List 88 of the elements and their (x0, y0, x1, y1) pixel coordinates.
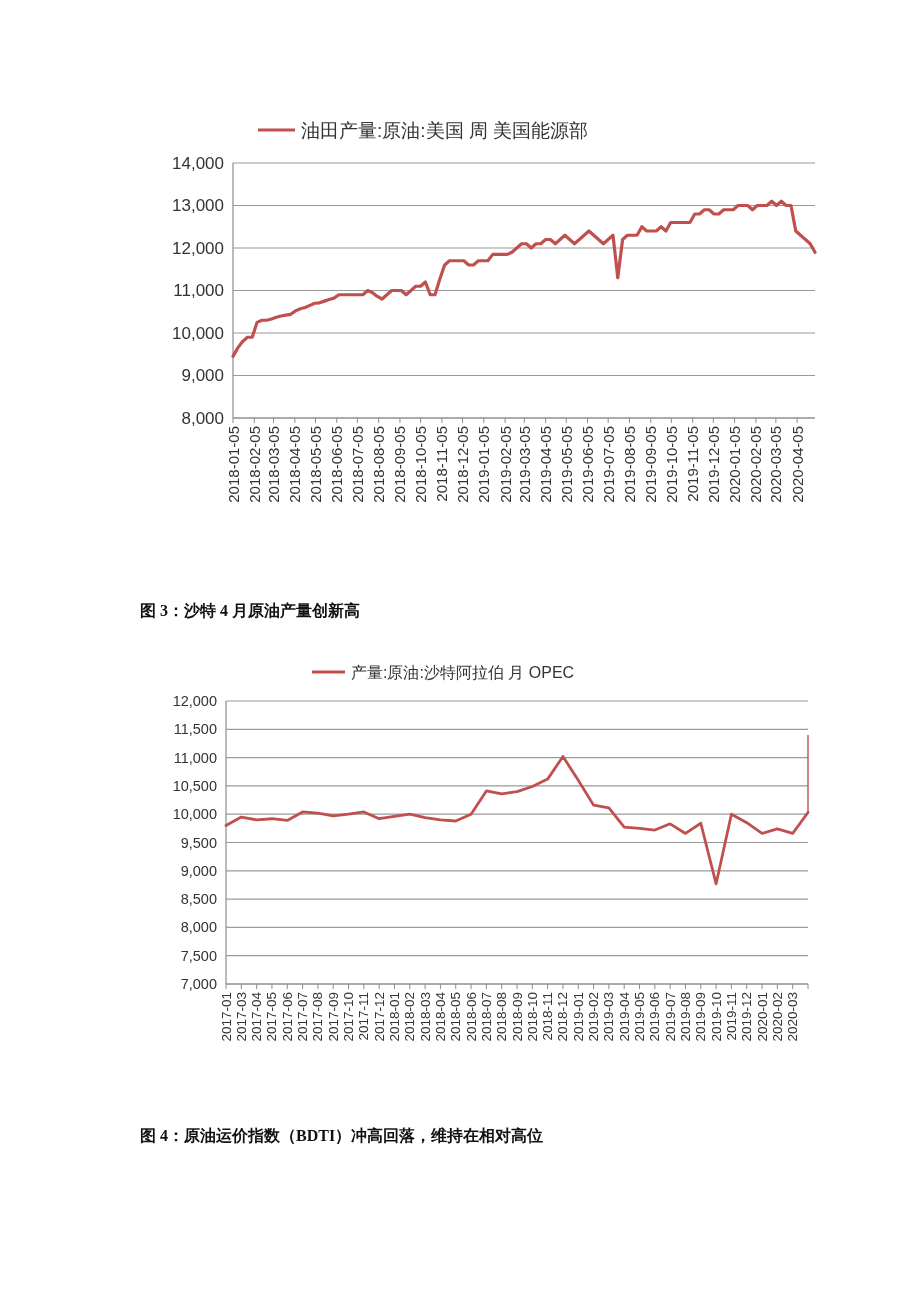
x-tick-label: 2018-11-05 (433, 426, 451, 502)
y-tick-label: 10,500 (172, 777, 217, 794)
x-tick-label: 2019-10-05 (662, 426, 680, 503)
x-tick-label: 2018-09 (509, 992, 525, 1042)
x-tick-label: 2018-08 (494, 992, 510, 1042)
x-tick-label: 2018-12 (555, 992, 571, 1042)
y-tick-label: 11,000 (173, 749, 217, 766)
x-tick-label: 2020-03 (785, 992, 801, 1042)
x-tick-label: 2018-03-05 (265, 426, 283, 503)
x-tick-label: 2019-01 (570, 992, 586, 1042)
x-tick-label: 2019-11 (723, 992, 739, 1041)
x-tick-label: 2019-10 (708, 992, 724, 1042)
x-tick-label: 2018-10-05 (412, 426, 430, 503)
x-tick-label: 2018-02 (402, 992, 418, 1042)
x-tick-label: 2019-02 (586, 992, 602, 1042)
y-tick-label: 9,000 (181, 366, 224, 385)
x-tick-label: 2019-11-05 (684, 426, 702, 502)
x-tick-label: 2019-08 (677, 992, 693, 1042)
x-tick-label: 2019-01-05 (475, 426, 493, 503)
x-tick-label: 2019-05-05 (557, 426, 575, 503)
x-tick-label: 2018-09-05 (391, 426, 409, 503)
x-tick-label: 2017-05 (264, 992, 280, 1042)
x-tick-label: 2019-03 (601, 992, 617, 1042)
x-tick-label: 2020-04-05 (788, 426, 806, 503)
x-tick-label: 2019-08-05 (620, 426, 638, 503)
x-tick-label: 2019-09-05 (642, 426, 660, 503)
x-tick-label: 2018-06-05 (328, 426, 346, 503)
x-tick-label: 2017-12 (371, 992, 387, 1042)
x-tick-label: 2020-01-05 (726, 426, 744, 503)
x-tick-label: 2017-06 (279, 992, 295, 1042)
x-tick-label: 2018-03 (417, 992, 433, 1042)
y-tick-label: 11,500 (173, 721, 217, 738)
legend: 产量:原油:沙特阿拉伯 月 OPEC (312, 663, 575, 681)
y-tick-label: 12,000 (172, 238, 224, 258)
x-tick-label: 2019-06 (647, 992, 663, 1042)
y-tick-label: 9,500 (180, 834, 217, 851)
x-tick-label: 2019-04 (616, 991, 632, 1042)
x-tick-label: 2019-07-05 (599, 426, 617, 503)
x-tick-label: 2018-08-05 (370, 426, 388, 503)
x-tick-label: 2019-09 (693, 992, 709, 1042)
chart-title: 图 3：沙特 4 月原油产量创新高 (140, 600, 360, 619)
y-tick-label: 8,000 (180, 919, 217, 936)
x-tick-label: 2019-06-05 (579, 426, 597, 503)
x-tick-label: 2018-05-05 (306, 426, 324, 503)
x-tick-label: 2019-05 (632, 992, 648, 1042)
x-tick-label: 2018-10 (524, 992, 540, 1042)
x-tick-label: 2018-04 (432, 991, 448, 1042)
x-tick-label: 2018-01 (386, 992, 402, 1042)
y-tick-label: 13,000 (172, 196, 224, 215)
x-tick-label: 2018-05 (448, 992, 464, 1042)
y-tick-label: 14,000 (172, 153, 224, 173)
y-tick-label: 7,000 (180, 976, 217, 992)
y-tick-label: 10,000 (172, 806, 217, 823)
x-tick-label: 2019-03-05 (515, 426, 533, 503)
x-tick-label: 2018-07 (478, 992, 494, 1042)
x-tick-label: 2020-01 (754, 992, 770, 1042)
x-tick-label: 2019-07 (662, 992, 678, 1042)
caption: 图 4：原油运价指数（BDTI）冲高回落，维持在相对高位 (140, 1125, 544, 1145)
x-tick-label: 2017-11 (356, 992, 372, 1041)
x-tick-label: 2018-04-05 (286, 426, 304, 503)
x-tick-label: 2020-02-05 (747, 426, 765, 503)
x-tick-label: 2018-07-05 (348, 426, 366, 503)
y-tick-label: 11,000 (173, 281, 224, 300)
x-tick-label: 2018-12-05 (454, 426, 471, 503)
x-tick-label: 2017-01 (218, 992, 234, 1042)
x-tick-label: 2018-11 (540, 992, 556, 1041)
x-tick-label: 2020-02 (769, 992, 785, 1042)
x-tick-label: 2017-03 (233, 992, 249, 1042)
x-tick-label: 2017-07 (295, 992, 311, 1042)
y-tick-label: 10,000 (172, 323, 224, 343)
x-tick-label: 2019-02-05 (496, 426, 514, 503)
x-tick-label: 2018-06 (463, 992, 479, 1042)
x-tick-label: 2018-01-05 (224, 426, 242, 503)
x-tick-label: 2019-04-05 (537, 426, 555, 503)
x-tick-label: 2017-10 (341, 992, 357, 1042)
legend: 油田产量:原油:美国 周 美国能源部 (258, 119, 589, 141)
y-tick-label: 8,500 (180, 891, 217, 908)
x-tick-label: 2017-09 (325, 992, 341, 1042)
x-tick-label: 2018-02-05 (245, 426, 263, 503)
x-tick-label: 2017-04 (249, 991, 265, 1042)
x-tick-label: 2019-12-05 (704, 426, 722, 503)
y-tick-label: 9,000 (180, 862, 217, 879)
y-tick-label: 12,000 (172, 693, 217, 709)
x-tick-label: 2020-03-05 (767, 426, 785, 503)
x-tick-label: 2019-12 (739, 992, 755, 1042)
y-tick-label: 7,500 (180, 947, 217, 964)
y-tick-label: 8,000 (181, 408, 224, 428)
x-tick-label: 2017-08 (310, 992, 326, 1042)
